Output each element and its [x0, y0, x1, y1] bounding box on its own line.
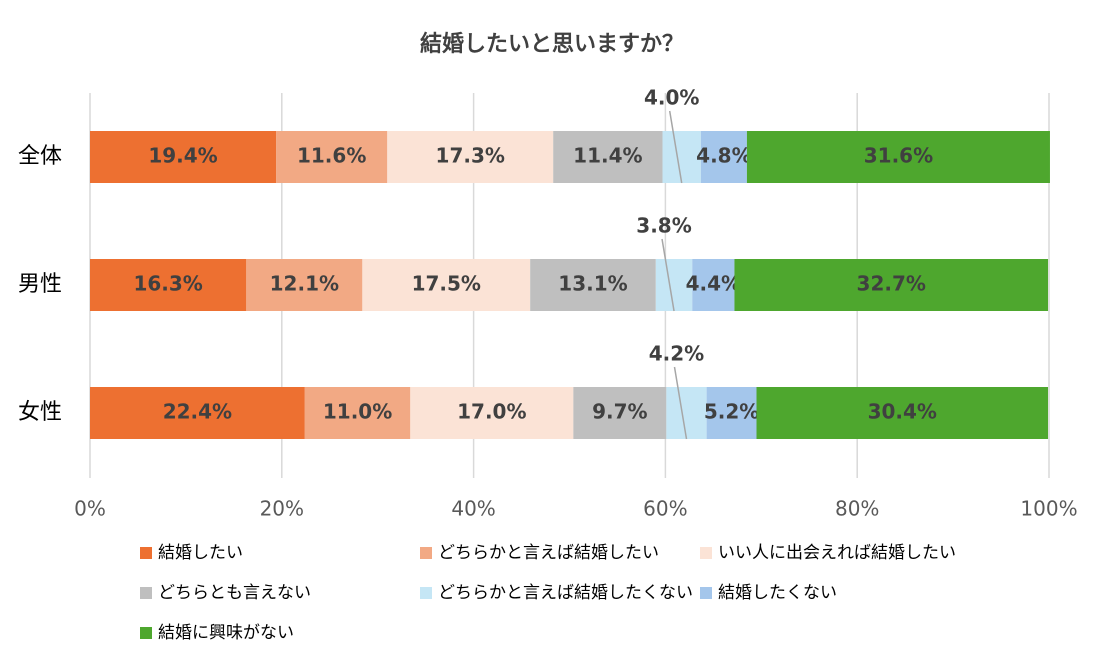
legend-swatch: [140, 587, 152, 599]
legend-label: どちらとも言えない: [158, 583, 311, 603]
bar-segment: [276, 131, 388, 183]
legend-label: 結婚したくない: [718, 583, 837, 603]
bar-segment: [706, 387, 757, 439]
leader-line: [668, 110, 683, 184]
value-label: 31.6%: [864, 144, 933, 168]
chart-title: 結婚したいと思いますか？: [420, 31, 684, 57]
leader-line: [661, 238, 675, 312]
x-tick-label: 20%: [260, 497, 304, 521]
value-label: 11.0%: [323, 400, 392, 424]
value-label: 11.4%: [573, 144, 642, 168]
legend-swatch: [700, 547, 712, 559]
bar-segment: [90, 131, 277, 183]
legend-swatch: [420, 547, 432, 559]
bar-segment: [655, 259, 693, 311]
value-label: 11.6%: [297, 144, 366, 168]
bar-segment: [362, 259, 531, 311]
value-label: 12.1%: [270, 272, 339, 296]
bar-segment: [410, 387, 574, 439]
category-label: 男性: [18, 272, 62, 297]
value-label: 17.5%: [412, 272, 481, 296]
legend-label: どちらかと言えば結婚したくない: [438, 583, 693, 603]
bar-segment: [666, 387, 707, 439]
value-label: 9.7%: [592, 400, 647, 424]
bar-segment: [700, 131, 747, 183]
bar-segment: [530, 259, 656, 311]
bar-segment: [90, 259, 247, 311]
bar-segment: [304, 387, 411, 439]
x-tick-label: 40%: [451, 497, 495, 521]
x-tick-label: 80%: [835, 497, 879, 521]
value-label: 16.3%: [133, 272, 202, 296]
bar-segment: [662, 131, 701, 183]
legend-label: 結婚したい: [158, 543, 243, 563]
bar-segment: [553, 131, 663, 183]
bar-segment: [90, 387, 305, 439]
value-label: 4.4%: [686, 272, 741, 296]
legend-swatch: [140, 547, 152, 559]
legend-swatch: [700, 587, 712, 599]
category-label: 女性: [18, 400, 62, 425]
category-label: 全体: [18, 144, 62, 169]
value-label: 4.0%: [644, 86, 699, 110]
legend-label: どちらかと言えば結婚したい: [438, 543, 659, 563]
value-label: 32.7%: [857, 272, 926, 296]
bar-segment: [756, 387, 1049, 439]
legend-swatch: [420, 587, 432, 599]
legend-label: いい人に出会えれば結婚したい: [718, 543, 956, 563]
value-label: 19.4%: [148, 144, 217, 168]
x-tick-label: 60%: [643, 497, 687, 521]
value-label: 17.3%: [436, 144, 505, 168]
bar-segment: [573, 387, 667, 439]
bar-segment: [734, 259, 1049, 311]
value-label: 4.8%: [696, 144, 751, 168]
value-label: 30.4%: [868, 400, 937, 424]
legend-swatch: [140, 627, 152, 639]
legend-label: 結婚に興味がない: [158, 623, 294, 643]
bar-segment: [387, 131, 554, 183]
value-label: 3.8%: [636, 214, 691, 238]
x-tick-label: 100%: [1020, 497, 1077, 521]
bar-segment: [746, 131, 1050, 183]
value-label: 13.1%: [558, 272, 627, 296]
value-label: 5.2%: [704, 400, 759, 424]
bar-segment: [246, 259, 363, 311]
x-tick-label: 0%: [74, 497, 106, 521]
value-label: 17.0%: [457, 400, 526, 424]
value-label: 22.4%: [163, 400, 232, 424]
bar-segment: [692, 259, 735, 311]
value-label: 4.2%: [649, 342, 704, 366]
leader-line: [673, 366, 688, 440]
